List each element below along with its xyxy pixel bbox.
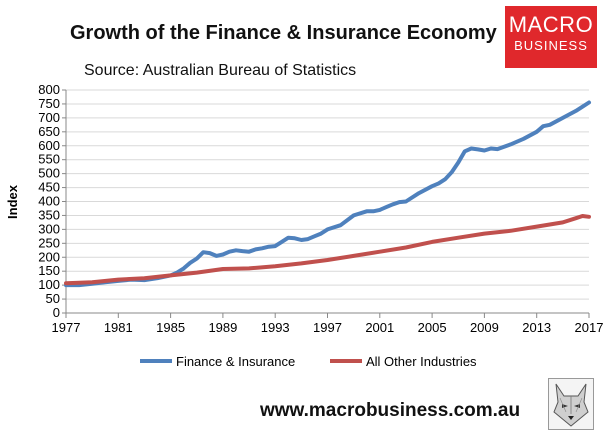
y-tick-labels: 0501001502002503003504004505005506006507…: [38, 82, 60, 320]
x-tick-labels: 1977 1981 1985 1989 1993 1997 2001 2005 2009 2013…: [52, 320, 604, 335]
y-tick-label: 300: [38, 221, 60, 236]
x-tick-label: 1977: [52, 320, 81, 335]
y-tick-label: 700: [38, 110, 60, 125]
y-tick-label: 350: [38, 207, 60, 222]
series-line-0: [64, 100, 591, 288]
y-tick-label: 100: [38, 277, 60, 292]
y-tick-label: 650: [38, 124, 60, 139]
y-tick-label: 250: [38, 235, 60, 250]
y-axis-label: Index: [5, 184, 20, 219]
logo-line-2: BUSINESS: [514, 38, 588, 53]
x-tick-label: 2005: [418, 320, 447, 335]
footer-url: www.macrobusiness.com.au: [260, 400, 521, 421]
y-tick-label: 450: [38, 180, 60, 195]
grid-lines: [66, 89, 589, 300]
series-lines: [64, 100, 591, 288]
y-tick-label: 400: [38, 194, 60, 209]
y-tick-label: 50: [46, 291, 60, 306]
axes: [62, 89, 590, 318]
y-tick-label: 800: [38, 82, 60, 97]
y-tick-label: 600: [38, 138, 60, 153]
y-tick-label: 0: [53, 305, 60, 320]
x-tick-label: 1997: [313, 320, 342, 335]
x-tick-label: 1993: [261, 320, 290, 335]
legend-label-0: Finance & Insurance: [176, 354, 295, 369]
x-tick-label: 1989: [208, 320, 237, 335]
x-tick-label: 1985: [156, 320, 185, 335]
x-tick-label: 1981: [104, 320, 133, 335]
x-tick-label: 2001: [365, 320, 394, 335]
series-line-1: [64, 214, 591, 286]
chart-source: Source: Australian Bureau of Statistics: [84, 62, 357, 79]
y-tick-label: 750: [38, 96, 60, 111]
legend-label-1: All Other Industries: [366, 354, 477, 369]
y-tick-label: 150: [38, 263, 60, 278]
x-tick-label: 2009: [470, 320, 499, 335]
macrobusiness-logo: MACRO BUSINESS: [505, 6, 597, 68]
chart-title: Growth of the Finance & Insurance Econom…: [70, 22, 497, 44]
y-tick-label: 500: [38, 166, 60, 181]
legend: Finance & Insurance All Other Industries: [140, 354, 477, 369]
x-tick-label: 2017: [575, 320, 604, 335]
y-tick-label: 200: [38, 249, 60, 264]
x-tick-label: 2013: [522, 320, 551, 335]
y-tick-label: 550: [38, 152, 60, 167]
logo-line-1: MACRO: [508, 12, 594, 37]
wolf-icon: [548, 378, 594, 430]
